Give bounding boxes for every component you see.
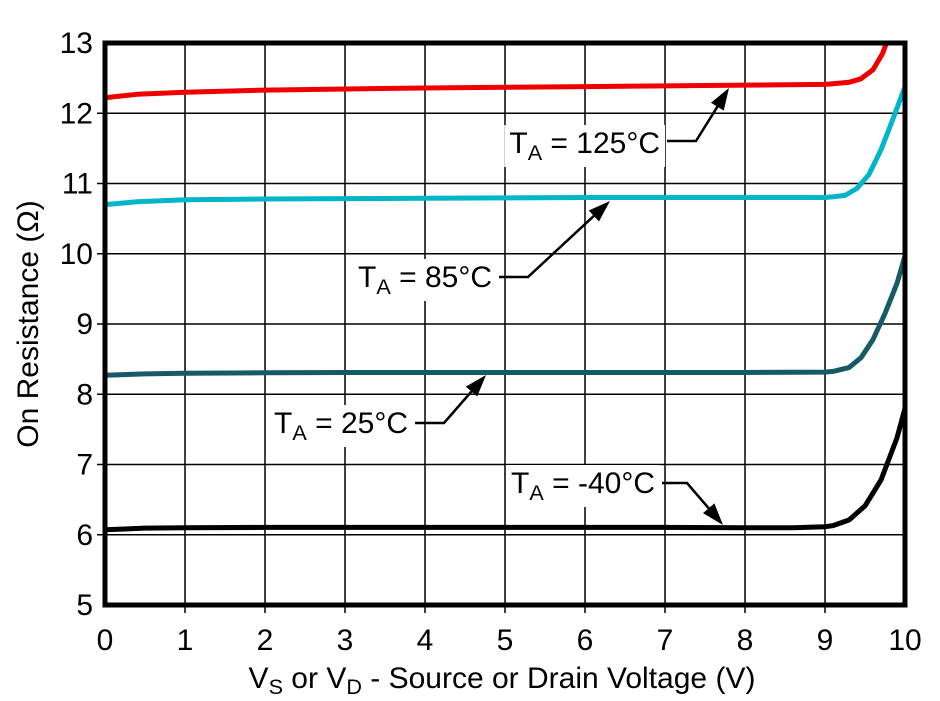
- arrowhead-icon: [711, 88, 729, 111]
- curve-ta-25-c: [105, 253, 905, 378]
- curve-ta-125-c: [105, 43, 890, 101]
- y-tick-labels: 5 6 7 8 9 10 11 12 13: [60, 27, 93, 622]
- tick-marks: [97, 112, 826, 613]
- annotation-ta-85c: TA = 85°C: [353, 201, 610, 301]
- curves: [105, 43, 905, 533]
- arrowhead-icon: [465, 375, 486, 397]
- annotation-label-ta-125c: TA = 125°C: [509, 127, 660, 165]
- x-tick-label: 1: [177, 624, 194, 657]
- y-tick-label: 12: [60, 97, 93, 130]
- y-tick-label: 13: [60, 27, 93, 60]
- annotation-label-ta-minus40c: TA = -40°C: [511, 467, 655, 505]
- leader-line: [667, 102, 721, 143]
- y-tick-label: 5: [76, 589, 93, 622]
- leader-line: [499, 212, 598, 279]
- y-tick-label: 7: [76, 449, 93, 482]
- y-axis-title: On Resistance (Ω): [12, 200, 45, 448]
- annotation-label-ta-25c: TA = 25°C: [274, 407, 408, 445]
- annotation-ta-125c: TA = 125°C: [504, 88, 729, 167]
- x-tick-label: 4: [417, 624, 434, 657]
- y-tick-label: 9: [76, 308, 93, 341]
- annotation-label-bg: [269, 405, 413, 447]
- annotation-ta-minus40c: TA = -40°C: [506, 465, 723, 525]
- annotation-label-bg: [506, 465, 660, 507]
- x-tick-label: 10: [888, 624, 921, 657]
- annotation-label-bg: [504, 125, 665, 167]
- curve-ta-40-c: [105, 405, 905, 533]
- x-axis-title: VS or VD - Source or Drain Voltage (V): [249, 662, 756, 699]
- y-tick-label: 10: [60, 238, 93, 271]
- x-tick-label: 2: [257, 624, 274, 657]
- x-tick-label: 6: [577, 624, 594, 657]
- x-tick-label: 7: [657, 624, 674, 657]
- x-tick-label: 0: [97, 624, 114, 657]
- annotation-ta-25c: TA = 25°C: [269, 375, 486, 447]
- annotation-label-ta-85c: TA = 85°C: [358, 261, 492, 299]
- annotation-label-bg: [353, 259, 497, 301]
- y-tick-label: 8: [76, 378, 93, 411]
- arrowhead-icon: [702, 503, 723, 525]
- leader-line: [415, 387, 476, 425]
- x-tick-label: 8: [737, 624, 754, 657]
- plot-border: [102, 40, 908, 608]
- x-tick-label: 3: [337, 624, 354, 657]
- curve-ta-85-c: [105, 84, 905, 208]
- y-tick-label: 11: [62, 168, 93, 201]
- x-tick-label: 5: [497, 624, 514, 657]
- leader-line: [662, 481, 713, 513]
- x-tick-labels: 0 1 2 3 4 5 6 7 8 9 10: [97, 624, 922, 657]
- y-tick-label: 6: [76, 519, 93, 552]
- x-tick-label: 9: [817, 624, 834, 657]
- arrowhead-icon: [588, 201, 610, 222]
